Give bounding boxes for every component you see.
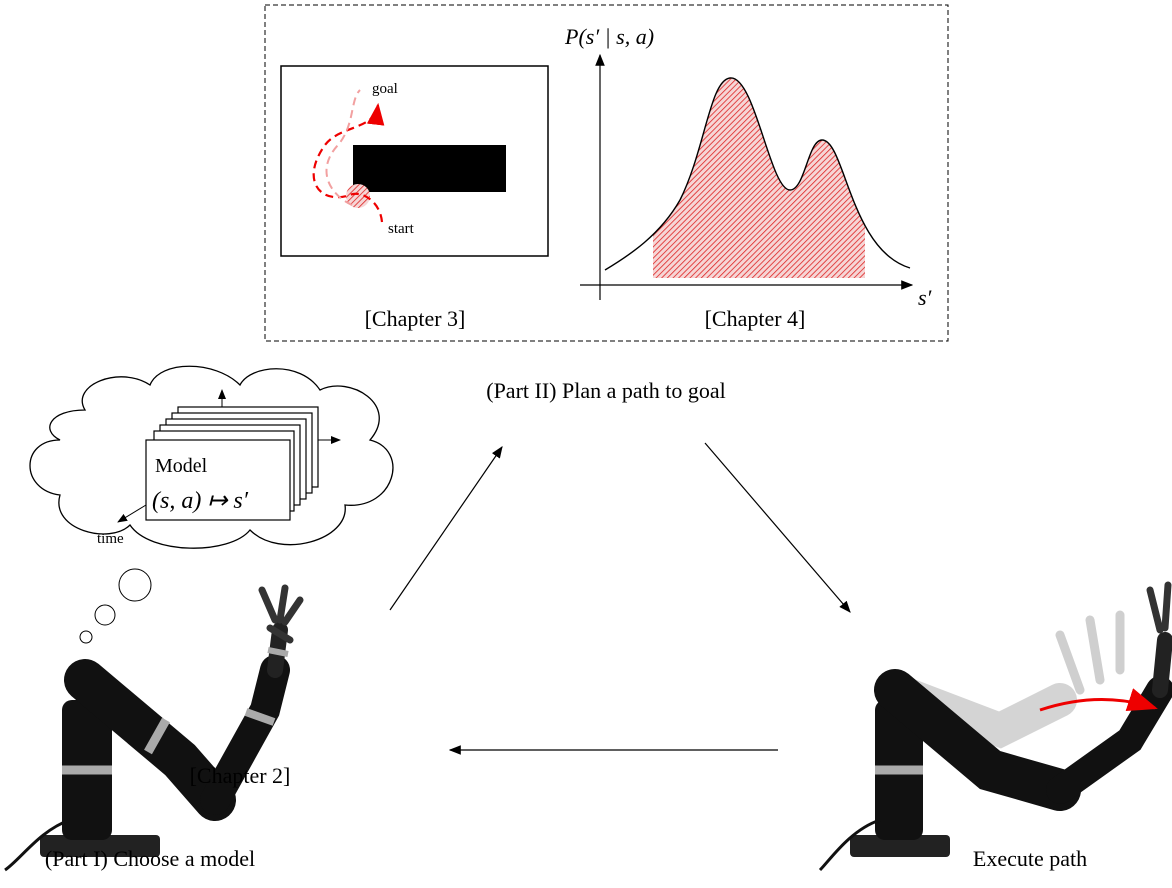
chapter-2: [Chapter 2] — [190, 763, 291, 788]
plan-caption: (Part II) Plan a path to goal — [486, 378, 726, 403]
goal-label: goal — [372, 81, 398, 97]
chapter-3: [Chapter 3] — [365, 306, 466, 331]
thought-bubble — [95, 605, 115, 625]
chapter-4: [Chapter 4] — [705, 306, 806, 331]
model-mapping: (s, a) ↦ s′ — [152, 488, 249, 514]
robot-arm-right — [820, 585, 1168, 870]
time-label: time — [97, 531, 124, 547]
arrow — [390, 447, 502, 610]
diagram: goal start P(s′ | s, a) s′ [Chapter 3] [… — [0, 0, 1172, 888]
probability-mass — [605, 78, 910, 278]
obstacle — [353, 145, 506, 192]
robot-arm-left — [5, 588, 300, 870]
execute-caption: Execute path — [973, 846, 1087, 871]
model-title: Model — [155, 455, 208, 477]
model-caption: (Part I) Choose a model — [45, 846, 255, 871]
thought-bubble — [80, 631, 92, 643]
thought-bubble — [119, 569, 151, 601]
y-axis-label: P(s′ | s, a) — [564, 24, 654, 49]
start-label: start — [388, 221, 415, 237]
arrow — [705, 443, 850, 612]
x-axis-label: s′ — [918, 285, 933, 310]
